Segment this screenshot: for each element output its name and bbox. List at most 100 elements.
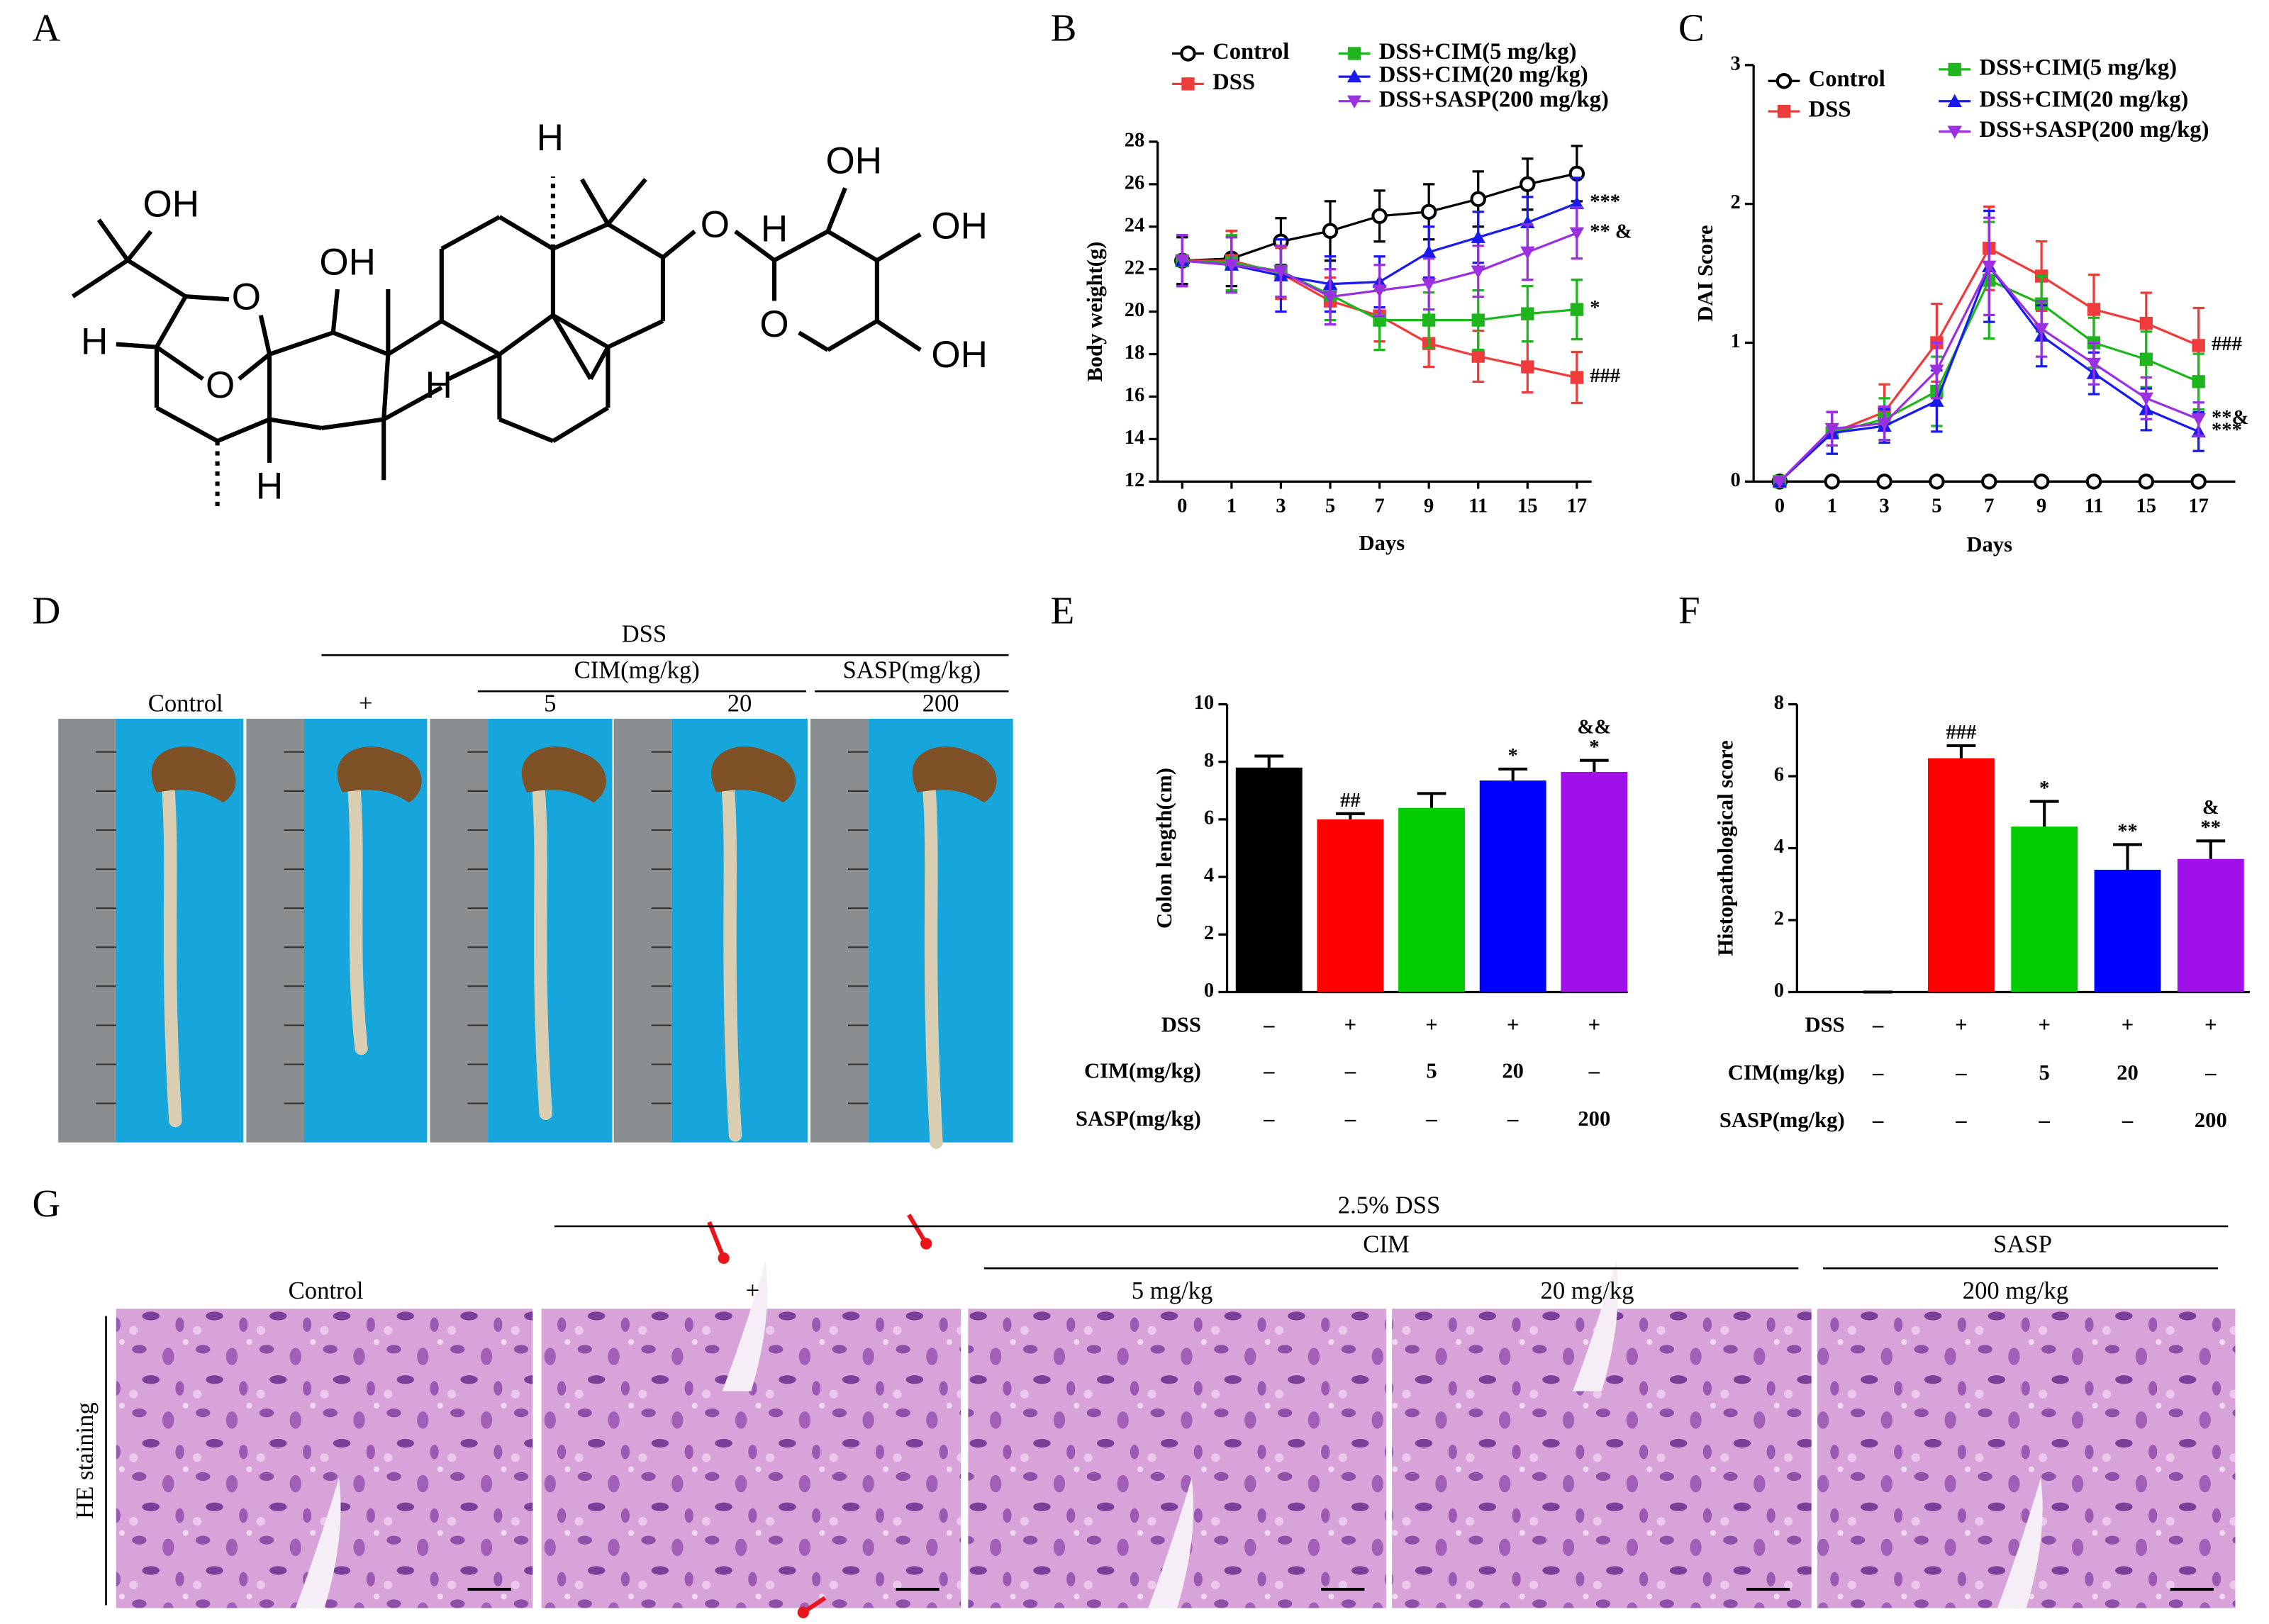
bar — [1561, 771, 1628, 992]
ruler — [246, 718, 304, 1143]
point — [2192, 339, 2205, 352]
bond — [826, 229, 879, 262]
y-tick-label: 6 — [1774, 764, 1784, 786]
point — [1981, 474, 1997, 490]
group-label: CIM — [1363, 1230, 1410, 1258]
bond — [185, 294, 230, 302]
point — [1322, 291, 1338, 304]
bond — [876, 232, 922, 262]
bond — [126, 258, 187, 298]
significance: * — [1590, 297, 1600, 319]
point — [1521, 360, 1534, 374]
bond — [155, 345, 204, 381]
lane-label: 5 — [544, 690, 556, 717]
point — [1471, 265, 1485, 279]
bond — [155, 295, 188, 349]
point — [1570, 371, 1584, 384]
bar — [1479, 780, 1546, 992]
stain-label: HE staining — [71, 1402, 99, 1519]
legend-label: DSS+CIM(20 mg/kg) — [1979, 86, 2188, 112]
x-tick-label: 9 — [1424, 495, 1434, 517]
bond — [269, 330, 334, 357]
point — [1520, 176, 1536, 193]
error-bar — [2113, 843, 2142, 870]
point — [2190, 474, 2207, 490]
condition-value: + — [1344, 1012, 1356, 1036]
bond — [498, 313, 554, 357]
legend-marker — [1181, 77, 1195, 91]
y-tick-label: 14 — [1125, 427, 1145, 449]
x-tick-label: 1 — [1227, 495, 1237, 517]
colon-head — [912, 746, 997, 803]
y-tick-label: 8 — [1204, 749, 1214, 771]
condition-value: – — [1344, 1107, 1356, 1131]
condition-value: 5 — [1426, 1059, 1437, 1083]
y-tick-label: 18 — [1125, 342, 1145, 364]
condition-value: + — [1507, 1012, 1519, 1036]
point — [1470, 191, 1486, 208]
significance: ** & — [1590, 220, 1632, 242]
atom-label: OH — [825, 140, 882, 182]
lane-label: 20 — [727, 690, 752, 717]
x-tick-label: 7 — [1984, 495, 1994, 517]
point — [2033, 474, 2050, 490]
ruler — [613, 718, 672, 1143]
significance: ### — [1946, 722, 1976, 744]
condition-value: – — [2039, 1108, 2051, 1132]
x-axis-label: Days — [1359, 531, 1405, 555]
colon-head — [521, 746, 606, 803]
bond — [332, 330, 389, 357]
condition-label: SASP(mg/kg) — [1076, 1107, 1201, 1131]
legend-label: DSS+CIM(20 mg/kg) — [1379, 62, 1588, 88]
x-tick-label: 1 — [1827, 495, 1837, 517]
bond — [126, 230, 153, 262]
x-tick-label: 0 — [1775, 495, 1785, 517]
significance: **& — [2212, 407, 2248, 429]
point — [2034, 323, 2049, 337]
bond — [498, 417, 554, 444]
point — [1569, 227, 1585, 240]
significance: *** — [2212, 419, 2242, 441]
condition-value: – — [1588, 1059, 1600, 1083]
legend-label: DSS+SASP(200 mg/kg) — [1979, 117, 2209, 142]
point — [2191, 413, 2206, 427]
lumen — [295, 1477, 341, 1608]
y-tick-label: 28 — [1125, 129, 1145, 151]
error-bar — [1498, 767, 1528, 781]
legend-label: Control — [1212, 39, 1289, 65]
error-bar — [1946, 744, 1976, 758]
bond — [798, 330, 830, 352]
scale-bar — [2170, 1587, 2214, 1591]
atom-label: H — [256, 466, 283, 508]
condition-value: – — [1425, 1107, 1437, 1131]
condition-value: + — [1588, 1012, 1600, 1036]
significance: ### — [2212, 333, 2242, 355]
bar — [2011, 827, 2078, 992]
point — [1929, 364, 1944, 378]
lane-label: 200 — [922, 690, 959, 717]
condition-value: – — [1872, 1108, 1884, 1132]
condition-value: – — [1955, 1060, 1967, 1085]
bar — [1235, 767, 1303, 992]
group-label: DSS — [622, 620, 667, 648]
atom-label: OH — [931, 205, 988, 247]
x-tick-label: 9 — [2036, 495, 2046, 517]
group-label: CIM(mg/kg) — [574, 656, 700, 684]
y-tick-label: 0 — [1774, 980, 1784, 1002]
y-tick-label: 26 — [1125, 172, 1145, 194]
bond — [552, 405, 609, 443]
ruler — [58, 718, 116, 1143]
condition-value: – — [1872, 1060, 1884, 1085]
point — [1421, 278, 1437, 291]
x-tick-label: 15 — [1517, 495, 1538, 517]
condition-value: – — [1344, 1059, 1356, 1083]
bond — [876, 319, 922, 352]
y-tick-label: 22 — [1125, 257, 1145, 279]
bond — [116, 342, 157, 349]
condition-value: – — [1263, 1059, 1275, 1083]
bar — [1927, 758, 1995, 992]
condition-value: 20 — [1502, 1059, 1524, 1083]
point — [1471, 349, 1485, 363]
condition-value: + — [2038, 1012, 2050, 1036]
significance: * — [1508, 745, 1518, 767]
